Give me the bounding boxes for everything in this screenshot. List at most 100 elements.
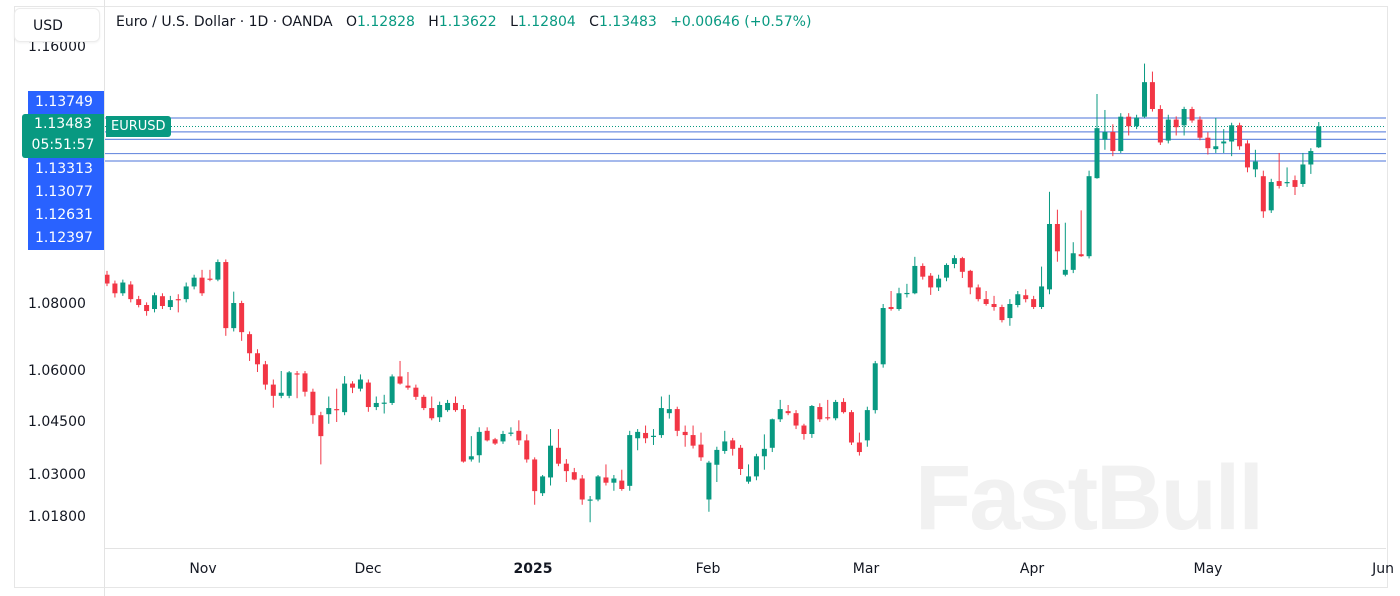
- candle-up: [1181, 109, 1187, 126]
- y-tick: 1.06000: [28, 363, 86, 379]
- candle-up: [936, 278, 942, 288]
- candle-up: [1094, 128, 1100, 179]
- x-tick: Apr: [1019, 561, 1045, 577]
- x-tick: Dec: [354, 561, 382, 577]
- candle-down: [1276, 181, 1282, 186]
- candle-up: [1062, 269, 1068, 275]
- price-line-label[interactable]: 1.12631: [28, 204, 104, 227]
- x-tick: May: [1193, 561, 1223, 577]
- candle-down: [1237, 125, 1243, 147]
- candle-down: [1126, 116, 1132, 127]
- low-label: L: [510, 14, 518, 30]
- candle-up: [183, 286, 189, 300]
- candle-up: [476, 431, 482, 456]
- candle-down: [136, 299, 142, 306]
- candle-up: [587, 499, 593, 501]
- candle-up: [769, 419, 775, 448]
- price-line-label[interactable]: 1.13077: [28, 181, 104, 204]
- candle-down: [1031, 299, 1037, 308]
- candle-down: [397, 376, 403, 384]
- candle-down: [793, 413, 799, 426]
- legend-header: Euro / U.S. Dollar · 1D · OANDA O1.12828…: [116, 14, 811, 30]
- currency-button[interactable]: USD: [14, 8, 100, 42]
- y-tick: 1.01800: [28, 509, 86, 525]
- candle-down: [730, 440, 736, 449]
- candle-down: [698, 444, 704, 458]
- candle-up: [1252, 161, 1258, 170]
- candle-down: [207, 278, 213, 280]
- candle-down: [1197, 119, 1203, 138]
- price-axis[interactable]: 1.16000 1.08000 1.06000 1.04500 1.03000 …: [0, 0, 105, 596]
- current-price-label: 1.13483 05:51:57: [22, 114, 104, 158]
- candle-down: [1054, 223, 1060, 252]
- candle-down: [270, 384, 276, 396]
- candle-up: [342, 383, 348, 413]
- candle-up: [381, 402, 387, 404]
- candle-up: [1086, 176, 1092, 257]
- open-value: 1.12828: [357, 14, 415, 30]
- candle-down: [524, 440, 530, 460]
- candle-down: [579, 478, 585, 500]
- candle-down: [1173, 119, 1179, 128]
- candle-up: [278, 392, 284, 396]
- time-axis[interactable]: Nov Dec 2025 Feb Mar Apr May Jun: [104, 548, 1394, 587]
- candle-up: [548, 445, 554, 478]
- candle-up: [658, 408, 664, 436]
- candle-up: [611, 478, 617, 483]
- candle-down: [920, 265, 926, 277]
- candle-down: [262, 364, 268, 385]
- candle-up: [1268, 182, 1274, 211]
- candle-down: [405, 385, 411, 388]
- candle-down: [532, 459, 538, 492]
- candle-down: [175, 299, 181, 301]
- candle-down: [991, 304, 997, 308]
- candle-down: [967, 270, 973, 288]
- candle-up: [445, 402, 451, 411]
- candle-down: [159, 296, 165, 307]
- price-line-label[interactable]: 1.13313: [28, 158, 104, 181]
- candle-down: [1205, 137, 1211, 149]
- candle-down: [429, 408, 435, 419]
- symbol-tag: EURUSD: [106, 116, 171, 137]
- candle-up: [872, 363, 878, 411]
- candle-down: [1260, 176, 1266, 212]
- candle-up: [215, 262, 221, 280]
- candle-up: [326, 408, 332, 415]
- x-tick: Nov: [189, 561, 217, 577]
- open-label: O: [345, 14, 358, 30]
- candle-down: [460, 409, 466, 462]
- high-value: 1.13622: [438, 14, 497, 30]
- chart-frame: [14, 6, 1388, 588]
- price-line-label[interactable]: 1.13749: [28, 91, 104, 114]
- candle-down: [484, 430, 490, 441]
- candle-up: [1046, 223, 1052, 290]
- candle-up: [864, 410, 870, 441]
- symbol-name[interactable]: Euro / U.S. Dollar · 1D · OANDA: [116, 14, 333, 30]
- candle-down: [302, 373, 308, 392]
- candle-down: [239, 303, 245, 333]
- candle-up: [1284, 182, 1290, 184]
- candle-up: [880, 308, 886, 365]
- candle-down: [999, 307, 1005, 321]
- candle-down: [619, 480, 625, 489]
- candle-up: [120, 282, 126, 294]
- candle-down: [674, 409, 680, 431]
- candle-down: [801, 425, 807, 435]
- candle-up: [500, 434, 506, 442]
- candle-down: [350, 383, 356, 388]
- candle-up: [761, 448, 767, 457]
- candle-up: [833, 401, 839, 419]
- candle-down: [1078, 254, 1084, 257]
- candle-up: [1070, 253, 1076, 270]
- y-tick: 1.08000: [28, 296, 86, 312]
- candle-down: [603, 477, 609, 483]
- x-tick: Mar: [852, 561, 880, 577]
- candle-up: [1039, 286, 1045, 308]
- high-label: H: [428, 14, 439, 30]
- candle-down: [848, 412, 854, 443]
- candle-down: [492, 439, 498, 444]
- price-line-label[interactable]: 1.12397: [28, 227, 104, 250]
- candle-up: [468, 456, 474, 460]
- x-tick: Feb: [695, 561, 721, 577]
